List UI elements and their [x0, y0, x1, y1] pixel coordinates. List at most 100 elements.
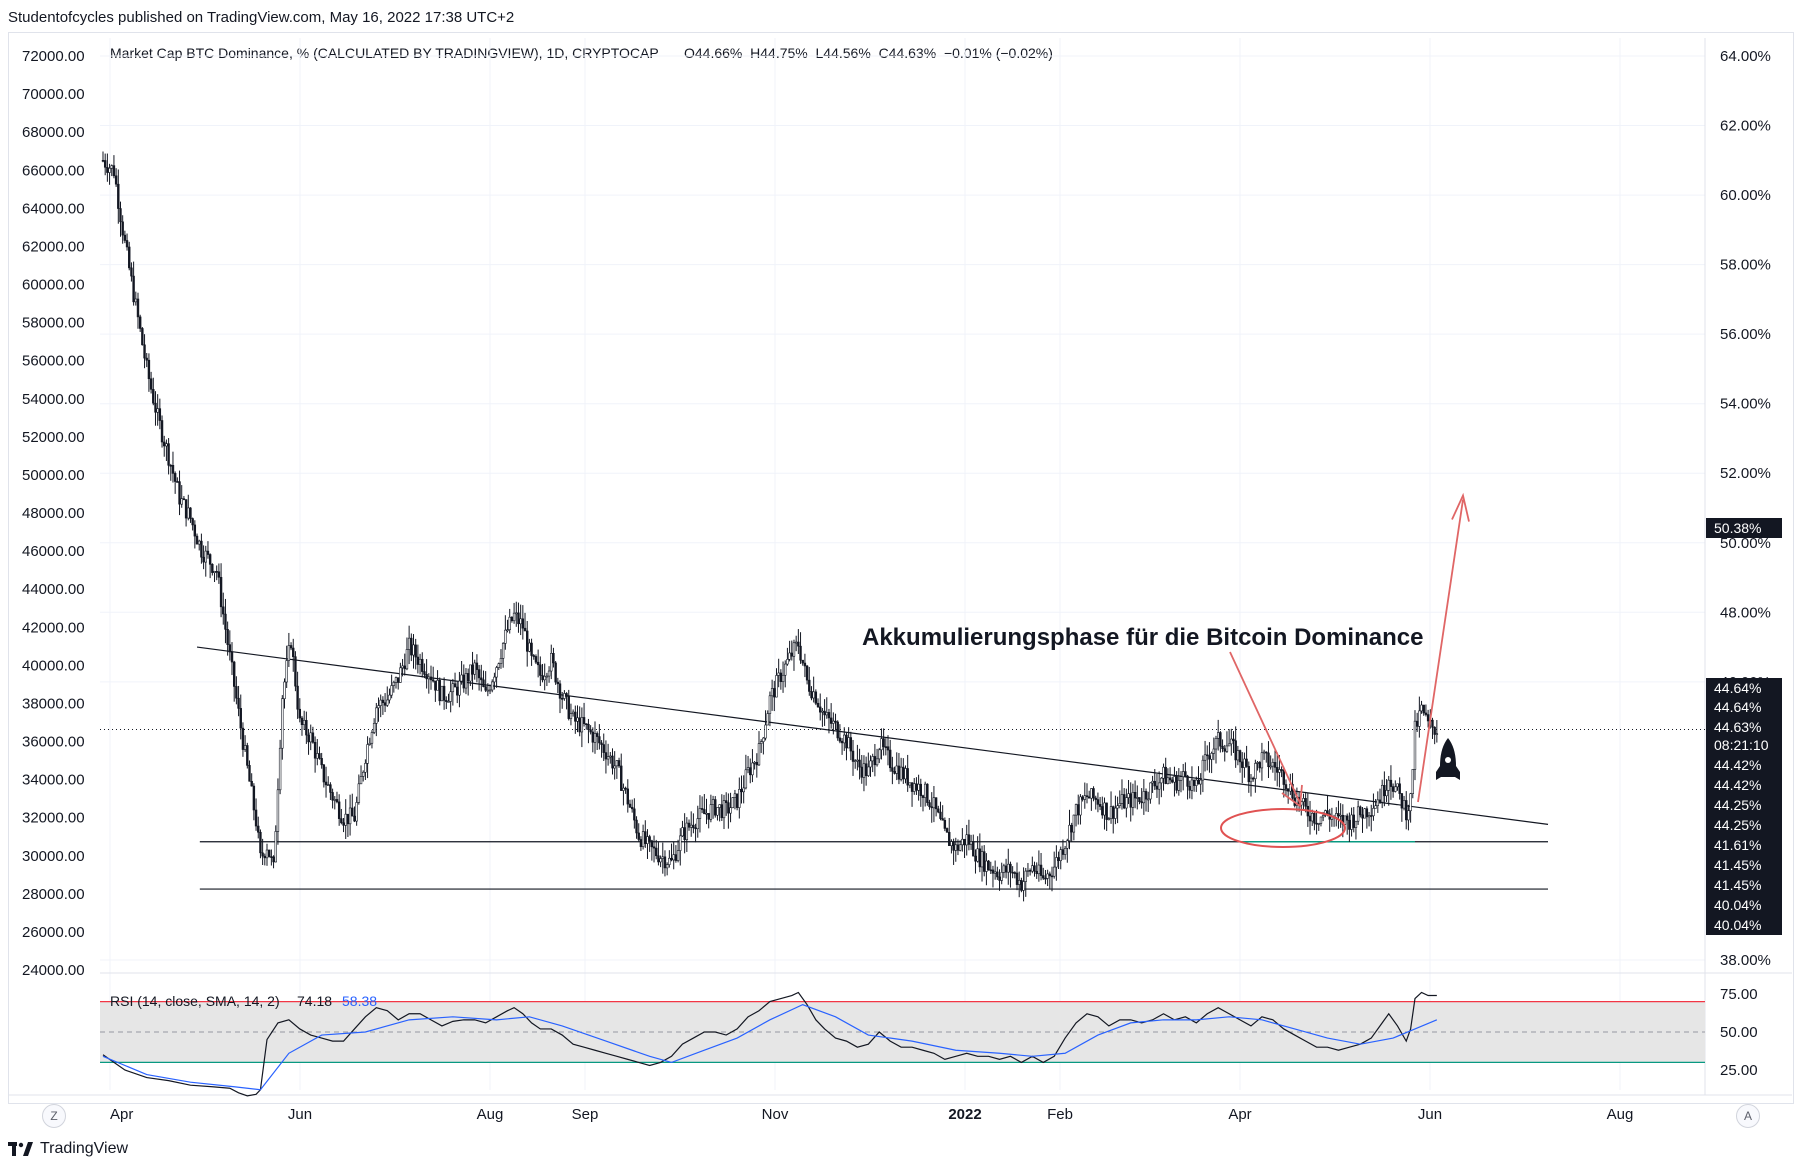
candle-body: [1286, 788, 1290, 792]
candle-body: [939, 811, 942, 819]
candle-body: [193, 524, 197, 537]
projection-arrow-line: [1417, 499, 1464, 803]
candle-body: [600, 742, 603, 745]
candle-body: [169, 464, 172, 467]
candle-body: [965, 834, 968, 846]
left-axis-tick: 48000.00: [22, 505, 85, 522]
candle-body: [1046, 873, 1049, 879]
candle-body: [1413, 720, 1417, 770]
candle-body: [495, 667, 498, 678]
candle-body: [368, 742, 371, 745]
candle-body: [847, 737, 850, 749]
candle-body: [366, 744, 369, 764]
price-tag-bg: [1706, 518, 1782, 538]
candle-body: [512, 612, 516, 622]
left-axis-tick: 52000.00: [22, 429, 85, 446]
candle-body: [106, 166, 109, 173]
candle-body: [873, 756, 877, 766]
candle-body: [609, 755, 612, 758]
candle-body: [143, 344, 146, 359]
annotation-arrow-line: [1229, 651, 1301, 804]
price-tag-label: 44.64%: [1714, 680, 1761, 696]
candle-body: [1210, 753, 1213, 760]
candle-body: [1151, 780, 1154, 784]
tradingview-logo-icon: [8, 1142, 33, 1156]
candle-body: [571, 711, 575, 715]
candle-body: [1241, 761, 1244, 768]
candle-body: [305, 720, 308, 736]
candle-body: [1321, 815, 1325, 818]
candle-body: [1278, 769, 1281, 773]
candle-body: [595, 733, 599, 737]
left-axis-tick: 46000.00: [22, 543, 85, 560]
candle-body: [840, 740, 844, 744]
candle-body: [1354, 820, 1358, 828]
time-axis-label: Jun: [1418, 1106, 1442, 1123]
candle-body: [613, 765, 616, 769]
candle-body: [1271, 762, 1275, 767]
candle-body: [180, 498, 183, 505]
candle-body: [1203, 754, 1207, 761]
candle-body: [370, 732, 374, 744]
candle-body: [1208, 755, 1211, 760]
candle-body: [668, 857, 671, 865]
candle-body: [445, 699, 448, 702]
candle-body: [735, 793, 739, 808]
candle-body: [1085, 795, 1089, 798]
candle-body: [878, 749, 881, 760]
candle-body: [1426, 714, 1430, 722]
time-axis-label: Apr: [110, 1106, 133, 1123]
candle-body: [1238, 750, 1242, 763]
candle-body: [1311, 812, 1314, 822]
candle-body: [1433, 726, 1436, 735]
candle-body: [794, 641, 798, 644]
candle-body: [1400, 793, 1404, 809]
scale-zoom-button[interactable]: Z: [42, 1104, 66, 1128]
candle-body: [431, 679, 435, 682]
candle-body: [545, 675, 549, 678]
candle-body: [589, 729, 592, 733]
candle-body: [313, 742, 317, 759]
left-axis-tick: 32000.00: [22, 810, 85, 827]
candle-body: [913, 783, 916, 792]
candle-body: [491, 681, 494, 691]
candle-body: [790, 652, 793, 657]
candle-body: [222, 606, 225, 615]
candle-body: [340, 818, 343, 824]
candle-body: [195, 535, 199, 545]
auto-scale-button[interactable]: A: [1736, 1104, 1760, 1128]
candle-body: [1378, 799, 1382, 803]
candle-body: [130, 267, 133, 277]
candle-body: [1175, 776, 1178, 791]
price-tag-label: 08:21:10: [1714, 737, 1769, 753]
candle-body: [611, 755, 614, 769]
candle-body: [1160, 777, 1163, 784]
candle-body: [440, 685, 444, 702]
candle-body: [757, 743, 761, 766]
left-axis-tick: 72000.00: [22, 48, 85, 65]
price-tag-bg: [1706, 855, 1782, 875]
candle-body: [1072, 814, 1076, 833]
candle-body: [1112, 806, 1115, 819]
candle-body: [287, 645, 291, 661]
candle-body: [709, 804, 713, 820]
candle-body: [714, 799, 717, 816]
candle-body: [1317, 823, 1320, 825]
candle-body: [812, 691, 815, 699]
candle-body: [875, 758, 879, 766]
candle-body: [915, 783, 918, 791]
time-axis-label: Apr: [1228, 1106, 1251, 1123]
candle-body: [259, 831, 262, 854]
candle-body: [486, 689, 490, 692]
candle-body: [1024, 870, 1027, 882]
candle-body: [101, 160, 105, 162]
candle-body: [738, 789, 741, 808]
price-tag-label: 44.25%: [1714, 817, 1761, 833]
candle-body: [357, 783, 361, 803]
candle-body: [289, 645, 293, 649]
candle-body: [690, 824, 693, 828]
candle-body: [556, 681, 560, 685]
left-axis-tick: 68000.00: [22, 124, 85, 141]
candle-body: [160, 420, 164, 443]
